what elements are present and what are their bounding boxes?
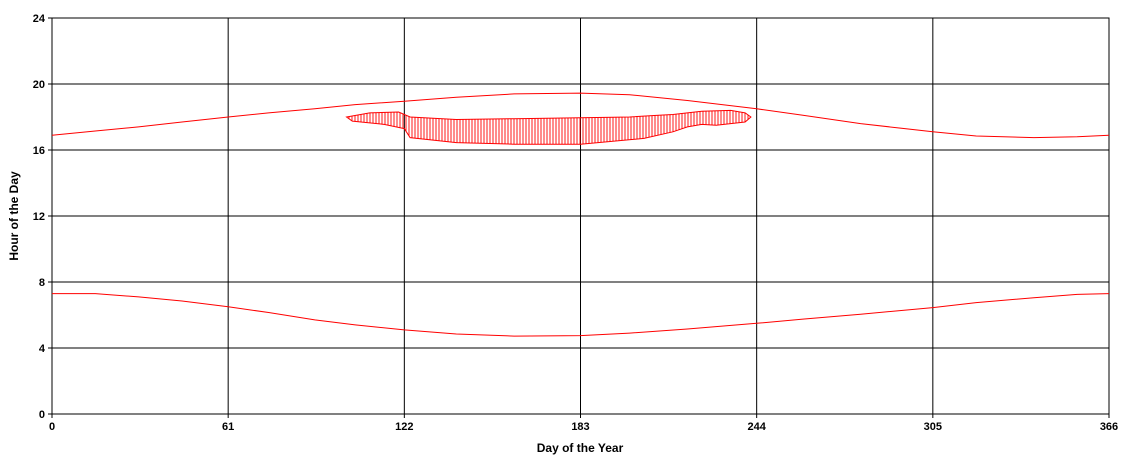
y-tick-label: 16 — [33, 145, 45, 157]
x-tick-label: 366 — [1100, 421, 1118, 433]
series-group — [51, 92, 1110, 337]
x-tick-label: 244 — [747, 421, 766, 433]
x-tick-label: 122 — [395, 421, 413, 433]
hatched-region — [345, 109, 752, 145]
x-tick-labels: 0 61 122 183 244 305 366 — [49, 421, 1118, 433]
x-axis-title: Day of the Year — [537, 441, 624, 455]
x-tick-label: 0 — [49, 421, 55, 433]
x-tick-label: 183 — [571, 421, 589, 433]
x-tick-label: 61 — [222, 421, 234, 433]
x-tick-label: 305 — [924, 421, 942, 433]
y-axis-title: Hour of the Day — [7, 171, 21, 261]
y-tick-label: 8 — [39, 277, 45, 289]
y-tick-label: 20 — [33, 79, 45, 91]
y-tick-label: 0 — [39, 409, 45, 421]
y-tick-label: 24 — [33, 13, 46, 25]
y-tick-labels: 0 4 8 12 16 20 24 — [33, 13, 46, 421]
y-tick-label: 12 — [33, 211, 45, 223]
gridlines — [48, 17, 1110, 418]
lower-curve-line — [52, 293, 1110, 337]
upper-curve-line — [51, 92, 1110, 139]
y-tick-label: 4 — [39, 343, 46, 355]
